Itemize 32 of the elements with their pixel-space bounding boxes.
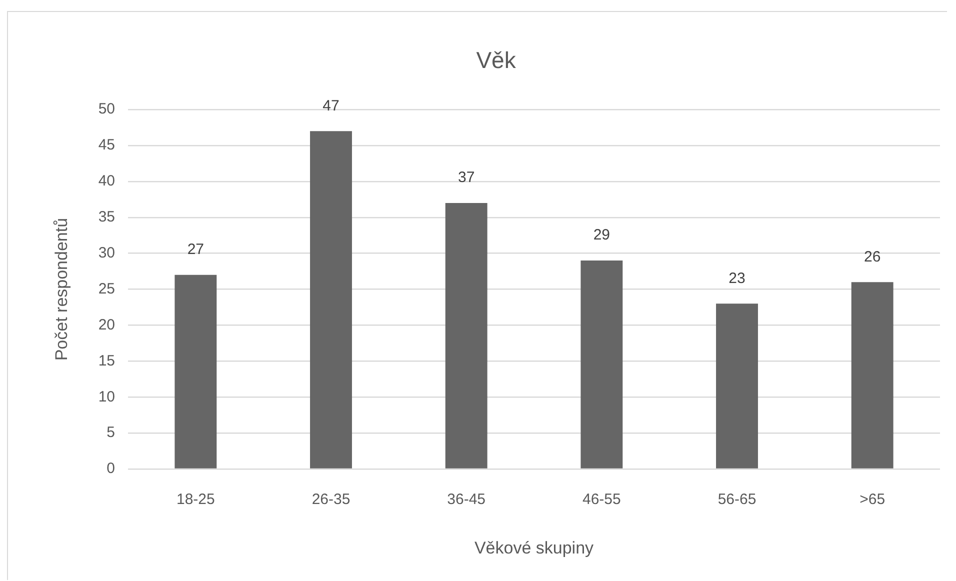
y-tick-label: 5 xyxy=(106,424,115,442)
y-axis-title: Počet respondentů xyxy=(52,218,71,361)
y-tick-label: 45 xyxy=(98,136,115,154)
data-label: 47 xyxy=(322,97,340,114)
x-tick-label: >65 xyxy=(860,491,886,508)
bar xyxy=(580,260,623,468)
bar xyxy=(716,304,758,468)
bar xyxy=(174,274,217,468)
x-tick-label: 26-35 xyxy=(312,491,350,508)
bar xyxy=(310,131,352,468)
data-label: 29 xyxy=(593,226,610,244)
data-label: 26 xyxy=(864,248,881,266)
x-tick-label: 46-55 xyxy=(582,491,621,508)
y-tick-label: 25 xyxy=(98,280,115,298)
x-tick-label: 56-65 xyxy=(718,491,756,508)
y-tick-label: 15 xyxy=(98,352,115,370)
x-tick-label: 36-45 xyxy=(447,491,486,508)
data-label: 37 xyxy=(458,169,475,186)
y-tick-label: 30 xyxy=(98,244,115,262)
data-label: 27 xyxy=(187,241,204,258)
chart-title: Věk xyxy=(476,47,516,74)
bar xyxy=(445,203,488,468)
y-tick-label: 0 xyxy=(106,460,115,478)
data-label: 23 xyxy=(728,270,746,287)
y-tick-label: 10 xyxy=(98,388,115,406)
y-tick-label: 35 xyxy=(98,208,115,226)
x-tick-label: 18-25 xyxy=(176,491,215,508)
bar xyxy=(851,282,894,468)
y-tick-label: 20 xyxy=(98,316,115,334)
x-axis-title: Věkové skupiny xyxy=(474,538,594,558)
y-tick-label: 50 xyxy=(98,100,115,118)
y-tick-label: 40 xyxy=(98,172,115,190)
